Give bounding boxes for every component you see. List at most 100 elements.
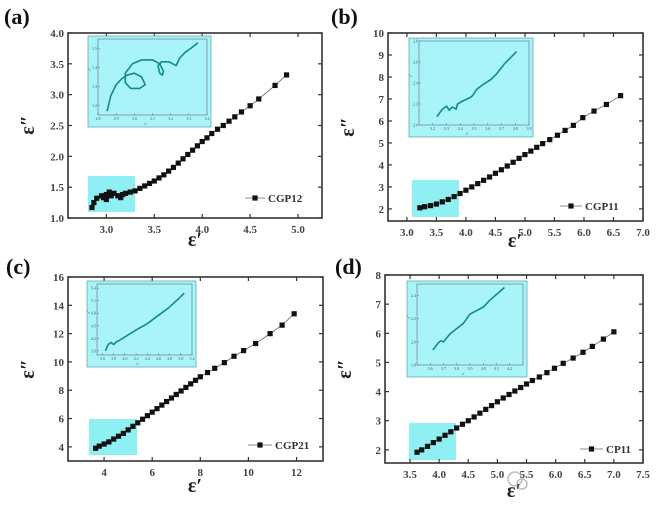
x-tick-label: 3.5 — [147, 224, 161, 236]
inset-x-tick-label: 3.5 — [472, 126, 477, 131]
inset-y-tick-label: 2.0 — [411, 339, 416, 344]
data-point — [190, 147, 196, 153]
y-tick-label: 3.5 — [50, 59, 64, 71]
y-tick-label: 4.0 — [50, 28, 64, 40]
x-tick-label: 6.5 — [607, 227, 621, 239]
inset-x-tick-label: 3.3 — [444, 126, 449, 131]
data-point — [448, 429, 454, 435]
y-axis-label: ε″ — [17, 359, 39, 379]
x-tick-label: 6.0 — [577, 227, 591, 239]
x-tick-label: 5.5 — [520, 469, 534, 481]
data-point — [204, 135, 210, 141]
x-tick-label: 5.0 — [291, 224, 305, 236]
inset-x-tick-label: 4.2 — [134, 356, 139, 361]
data-point — [106, 439, 112, 445]
data-point — [166, 168, 172, 174]
inset-x-tick-label: 3.8 — [454, 366, 459, 371]
data-point — [180, 156, 186, 162]
x-tick-label: 4.5 — [243, 224, 257, 236]
inset-y-tick-label: 4.8 — [91, 311, 96, 316]
y-tick-label: 3.0 — [50, 90, 64, 102]
data-point — [463, 187, 469, 193]
data-point — [125, 427, 131, 433]
y-tick-label: 9 — [379, 50, 385, 62]
data-point — [523, 381, 530, 387]
inset-curve — [436, 50, 518, 118]
inset-x-tick-label: 3.7 — [499, 126, 504, 131]
data-point — [137, 185, 143, 191]
y-tick-label: 7 — [379, 94, 385, 106]
data-point — [204, 369, 211, 376]
inset-x-tick-label: 3.8 — [513, 126, 518, 131]
data-point — [617, 93, 624, 99]
panel-label: (c) — [6, 254, 30, 279]
data-point — [562, 127, 568, 134]
inset-y-tick-label: 1.3 — [92, 84, 97, 89]
data-point — [534, 144, 540, 150]
inset-curve — [106, 42, 199, 112]
data-point — [232, 114, 238, 120]
y-tick-label: 5 — [379, 138, 385, 150]
data-point — [600, 336, 606, 342]
data-point — [611, 329, 617, 335]
data-point — [500, 395, 506, 401]
data-point — [168, 395, 175, 401]
data-point — [209, 130, 215, 137]
data-point — [93, 445, 99, 451]
data-point — [156, 175, 162, 181]
y-tick-label: 6 — [59, 414, 65, 426]
data-point — [518, 384, 524, 391]
data-point — [111, 190, 117, 196]
x-tick-label: 4.0 — [432, 469, 446, 481]
x-tick-label: 5.0 — [518, 227, 532, 239]
data-point — [522, 151, 528, 158]
x-tick-label: 7.5 — [636, 469, 650, 481]
data-point — [111, 436, 117, 442]
inset-y-label: ε″ — [406, 315, 411, 319]
y-tick-label: 3 — [376, 416, 382, 428]
legend-marker — [568, 203, 574, 209]
inset-y-tick-label: 2.0 — [413, 123, 418, 128]
x-tick-label: 4.0 — [195, 224, 209, 236]
data-point — [194, 143, 200, 149]
data-point — [544, 370, 550, 376]
y-tick-label: 16 — [53, 272, 65, 284]
data-point — [100, 195, 107, 201]
data-point — [101, 441, 107, 447]
inset-x-label: ε′ — [137, 361, 140, 366]
inset-x-tick-label: 2.9 — [114, 116, 119, 121]
inset-curve — [432, 286, 505, 351]
inset-x-tick-label: 3.9 — [468, 366, 473, 371]
inset-y-tick-label: 2.4 — [413, 81, 418, 86]
data-point — [103, 191, 109, 198]
data-point — [540, 141, 546, 147]
data-point — [279, 322, 285, 328]
inset-y-tick-label: 2.6 — [413, 60, 418, 65]
data-point — [247, 103, 253, 109]
data-point — [589, 343, 595, 350]
y-tick-label: 7 — [376, 299, 382, 311]
x-tick-label: 4 — [101, 467, 107, 479]
y-tick-label: 14 — [53, 300, 65, 312]
data-point — [146, 180, 153, 187]
inset-y-tick-label: 4.5 — [91, 323, 96, 328]
data-point — [417, 205, 423, 211]
inset-x-tick-label: 3.0 — [132, 116, 137, 121]
inset-x-tick-label: 3.6 — [485, 126, 490, 131]
inset-y-tick-label: 1.8 — [411, 363, 416, 368]
plot-frame — [387, 32, 644, 222]
data-point — [214, 126, 221, 132]
data-point — [197, 374, 203, 380]
x-tick-label: 7.0 — [636, 227, 650, 239]
y-tick-label: 8 — [379, 72, 385, 84]
inset-background — [408, 37, 534, 138]
x-tick-label: 4.0 — [459, 227, 473, 239]
data-point — [91, 199, 97, 206]
x-tick-label: 4.5 — [461, 469, 475, 481]
data-point — [498, 167, 504, 173]
data-point — [135, 420, 141, 426]
inset-y-tick-label: 2.4 — [411, 293, 416, 298]
inset-curve — [104, 292, 185, 352]
data-point — [115, 433, 122, 439]
data-point — [510, 159, 516, 165]
